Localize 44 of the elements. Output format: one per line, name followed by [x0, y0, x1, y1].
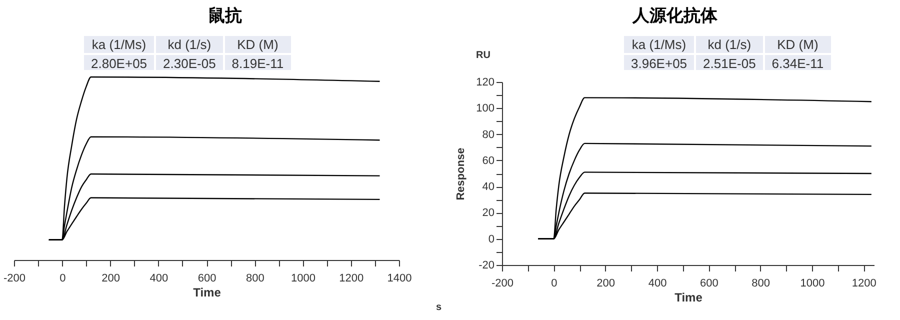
- x-axis-title: Time: [193, 286, 222, 300]
- chart-title: 鼠抗: [207, 5, 243, 27]
- text: 3.96E+05: [624, 55, 694, 72]
- y-tick-label: 80: [482, 128, 494, 141]
- y-tick-label: 0: [488, 233, 494, 246]
- text: 2.51E-05: [696, 55, 763, 72]
- text: ka (1/Ms): [624, 36, 694, 53]
- text: 6.34E-11: [764, 55, 831, 72]
- text: 8.19E-11: [224, 55, 291, 72]
- text: RU: [476, 50, 490, 61]
- y-tick-label: 40: [482, 181, 494, 194]
- text: ka (1/Ms): [84, 36, 154, 53]
- x-tick-label: -200: [3, 272, 26, 284]
- chart-title: 人源化抗体: [631, 5, 718, 27]
- text: kd (1/s): [156, 36, 223, 53]
- x-axis-title: Time: [674, 290, 703, 304]
- x-tick-label: 200: [102, 272, 120, 284]
- y-axis-title: Response: [455, 148, 468, 200]
- text: 2.30E-05: [156, 55, 223, 72]
- x-tick-label: -200: [491, 278, 514, 290]
- x-tick-label: 1000: [800, 278, 825, 290]
- x-tick-label: 400: [648, 278, 667, 290]
- x-tick-label: 400: [150, 272, 168, 284]
- x-tick-label: 800: [246, 272, 264, 284]
- x-tick-label: 800: [752, 278, 770, 290]
- x-tick-label: 1400: [387, 272, 412, 284]
- x-tick-label: 600: [700, 278, 718, 290]
- x-tick-label: 1000: [291, 272, 316, 284]
- text: KD (M): [224, 36, 291, 53]
- y-tick-label: 120: [476, 76, 494, 88]
- text: s: [436, 302, 442, 313]
- y-tick-label: 20: [482, 207, 494, 220]
- x-tick-label: 0: [551, 278, 558, 290]
- x-tick-label: 200: [596, 278, 616, 290]
- x-tick-label: 1200: [339, 272, 364, 284]
- x-tick-label: 1200: [852, 278, 876, 290]
- text: kd (1/s): [696, 36, 763, 53]
- y-tick-label: -20: [478, 260, 494, 272]
- text: 2.80E+05: [84, 55, 154, 72]
- text: KD (M): [764, 36, 831, 53]
- x-tick-label: 0: [60, 272, 66, 284]
- y-tick-label: 100: [476, 102, 494, 115]
- y-tick-label: 60: [482, 154, 494, 167]
- x-tick-label: 600: [198, 272, 216, 284]
